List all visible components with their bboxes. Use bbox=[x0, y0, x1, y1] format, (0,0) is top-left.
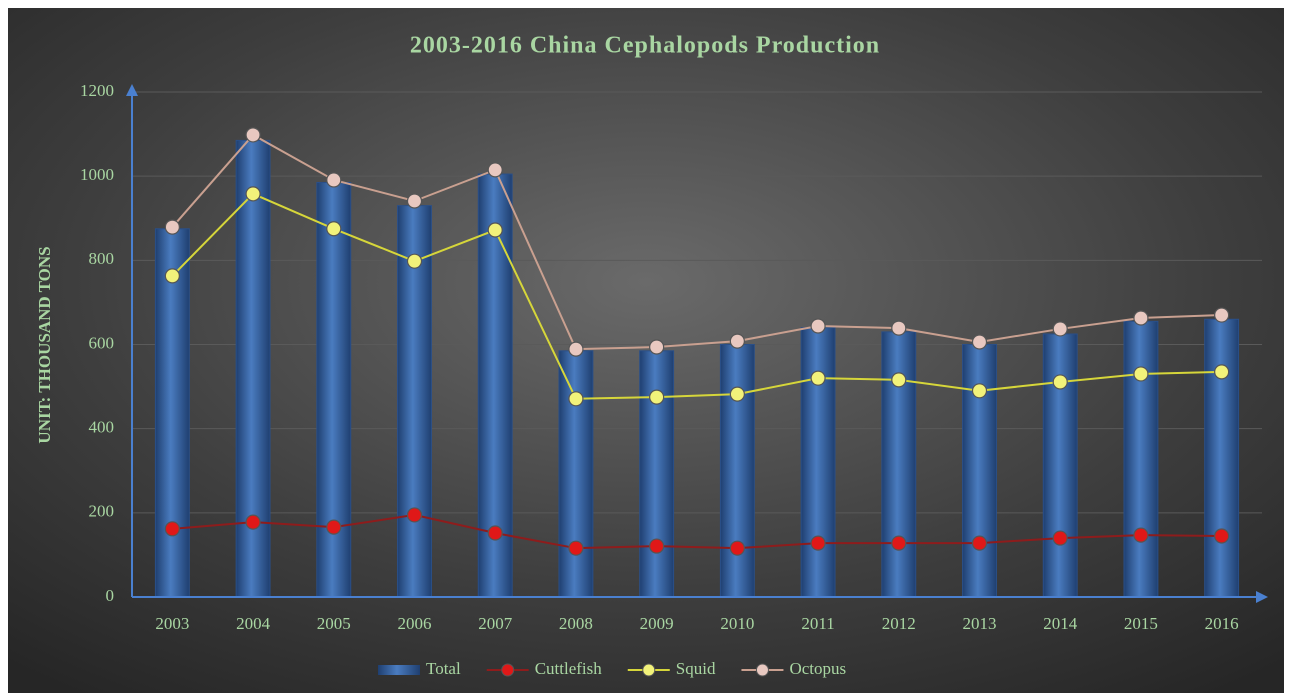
legend-swatch bbox=[755, 663, 769, 677]
marker bbox=[971, 334, 988, 350]
marker bbox=[649, 538, 665, 554]
bar bbox=[962, 344, 997, 598]
bar bbox=[800, 327, 836, 598]
x-tick-label: 2006 bbox=[398, 614, 432, 633]
bar bbox=[558, 350, 594, 598]
marker bbox=[487, 525, 503, 541]
bar bbox=[397, 205, 432, 598]
bar bbox=[154, 228, 190, 598]
x-tick-label: 2015 bbox=[1124, 614, 1158, 633]
legend-label: Cuttlefish bbox=[535, 659, 603, 678]
x-tick-label: 2004 bbox=[236, 614, 271, 633]
marker bbox=[810, 535, 826, 551]
marker bbox=[729, 333, 745, 349]
bar bbox=[881, 331, 917, 598]
legend-swatch bbox=[378, 665, 420, 675]
marker bbox=[649, 389, 665, 405]
y-tick-label: 200 bbox=[89, 502, 115, 521]
marker bbox=[568, 391, 584, 407]
marker bbox=[729, 540, 745, 556]
x-tick-label: 2008 bbox=[559, 614, 593, 633]
x-tick-label: 2012 bbox=[882, 614, 916, 633]
marker bbox=[245, 127, 261, 143]
chart-title: 2003-2016 China Cephalopods Production bbox=[410, 33, 880, 59]
y-tick-label: 400 bbox=[89, 418, 115, 437]
line bbox=[172, 513, 1222, 550]
bar bbox=[1042, 333, 1078, 598]
y-tick-label: 800 bbox=[89, 249, 115, 268]
x-tick-label: 2014 bbox=[1043, 614, 1078, 633]
x-tick-label: 2003 bbox=[155, 614, 189, 633]
bar bbox=[719, 344, 755, 598]
marker bbox=[326, 172, 342, 188]
marker bbox=[487, 162, 503, 178]
marker bbox=[971, 535, 988, 551]
legend-label: Octopus bbox=[789, 659, 846, 678]
y-tick-label: 1200 bbox=[80, 81, 114, 100]
marker bbox=[1133, 310, 1149, 326]
marker bbox=[1133, 366, 1149, 382]
marker bbox=[326, 519, 342, 535]
marker bbox=[164, 521, 180, 537]
marker bbox=[1214, 528, 1230, 544]
marker bbox=[729, 386, 745, 402]
marker bbox=[1214, 364, 1230, 380]
x-tick-label: 2009 bbox=[640, 614, 674, 633]
bar bbox=[316, 181, 352, 598]
marker bbox=[1133, 527, 1149, 543]
marker bbox=[164, 268, 180, 284]
marker bbox=[245, 186, 261, 202]
marker bbox=[810, 370, 826, 386]
marker bbox=[406, 253, 423, 269]
x-tick-label: 2013 bbox=[963, 614, 997, 633]
marker bbox=[891, 372, 907, 388]
marker bbox=[568, 341, 584, 357]
legend-label: Squid bbox=[676, 659, 716, 678]
x-tick-label: 2011 bbox=[801, 614, 834, 633]
bar bbox=[639, 350, 675, 598]
marker bbox=[1052, 321, 1068, 337]
marker bbox=[406, 193, 423, 209]
marker bbox=[164, 219, 180, 235]
line bbox=[171, 133, 1222, 351]
y-tick-label: 600 bbox=[89, 333, 115, 352]
marker bbox=[326, 221, 342, 237]
legend: Total Cuttlefish Squid Octopus bbox=[378, 659, 846, 678]
lines bbox=[164, 127, 1230, 556]
marker bbox=[1052, 374, 1068, 390]
marker bbox=[568, 540, 584, 556]
x-tick-label: 2005 bbox=[317, 614, 351, 633]
x-tick-label: 2016 bbox=[1205, 614, 1239, 633]
marker bbox=[487, 222, 503, 238]
legend-swatch bbox=[642, 663, 656, 677]
marker bbox=[891, 320, 907, 336]
marker bbox=[971, 383, 988, 399]
marker bbox=[1052, 530, 1068, 546]
bar bbox=[1123, 320, 1159, 598]
marker bbox=[406, 507, 423, 523]
marker bbox=[245, 514, 261, 530]
legend-swatch bbox=[501, 663, 515, 677]
line bbox=[171, 192, 1222, 400]
y-axis-label: UNIT: THOUSAND TONS bbox=[35, 246, 54, 443]
bar bbox=[1204, 318, 1240, 598]
x-tick-label: 2010 bbox=[720, 614, 754, 633]
marker bbox=[891, 535, 907, 551]
marker bbox=[649, 339, 665, 355]
legend-label: Total bbox=[426, 659, 461, 678]
y-tick-label: 0 bbox=[106, 586, 115, 605]
marker bbox=[810, 318, 826, 334]
y-tick-label: 1000 bbox=[80, 165, 114, 184]
x-tick-label: 2007 bbox=[478, 614, 513, 633]
marker bbox=[1214, 307, 1230, 323]
